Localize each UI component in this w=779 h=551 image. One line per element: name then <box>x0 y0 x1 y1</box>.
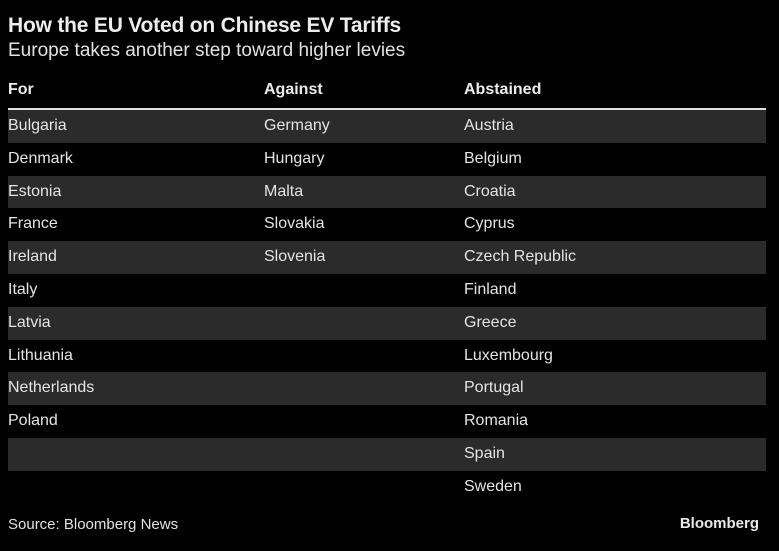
table-row: Lithuania Luxembourg <box>8 340 766 373</box>
cell-for: Denmark <box>8 149 73 167</box>
table-row: Estonia Malta Croatia <box>8 175 766 209</box>
table-row: Bulgaria Germany Austria <box>8 110 766 143</box>
cell-for: Netherlands <box>8 379 95 397</box>
cell-for: France <box>8 215 58 233</box>
cell-for: Poland <box>8 412 58 430</box>
cell-for: Italy <box>8 280 38 298</box>
cell-abstained: Austria <box>464 117 514 134</box>
cell-abstained: Cyprus <box>464 215 515 233</box>
column-header-for: For <box>8 81 34 98</box>
cell-against: Hungary <box>264 149 325 167</box>
cell-against: Slovakia <box>264 215 325 233</box>
table-row: Denmark Hungary Belgium <box>8 143 766 176</box>
cell-abstained: Spain <box>464 444 505 462</box>
cell-for: Latvia <box>8 313 51 331</box>
cell-abstained: Sweden <box>464 477 522 495</box>
chart-title: How the EU Voted on Chinese EV Tariffs <box>8 14 401 37</box>
cell-abstained: Finland <box>464 280 517 298</box>
table-body: Bulgaria Germany Austria Denmark Hungary Belg… <box>8 110 766 504</box>
cell-for: Lithuania <box>8 346 73 364</box>
cell-against: Malta <box>264 182 304 200</box>
cell-abstained: Belgium <box>464 149 522 167</box>
table-row: France Slovakia Cyprus <box>8 208 766 241</box>
cell-against: Slovenia <box>264 248 326 266</box>
bloomberg-logo: Bloomberg <box>679 515 759 532</box>
cell-for: Bulgaria <box>8 117 67 134</box>
table-row: Spain <box>8 437 766 471</box>
chart-subtitle: Europe takes another step toward higher … <box>8 40 406 61</box>
cell-for: Ireland <box>8 248 57 266</box>
cell-abstained: Greece <box>464 313 517 331</box>
cell-against: Germany <box>264 117 330 134</box>
cell-abstained: Portugal <box>464 379 524 397</box>
table-row: Ireland Slovenia Czech Republic <box>8 241 766 274</box>
cell-abstained: Czech Republic <box>464 248 577 266</box>
source-note: Source: Bloomberg News <box>8 516 179 533</box>
table-row: Latvia Greece <box>8 306 766 340</box>
cell-for: Estonia <box>8 182 62 200</box>
table-row: Italy Finland <box>8 274 766 307</box>
table-row: Sweden <box>8 471 766 504</box>
column-header-abstained: Abstained <box>464 81 542 98</box>
cell-abstained: Luxembourg <box>464 346 553 364</box>
table-row: Poland Romania <box>8 405 766 438</box>
cell-abstained: Croatia <box>464 182 516 200</box>
table-row: Netherlands Portugal <box>8 372 766 406</box>
table-header: For Against Abstained <box>8 76 766 110</box>
column-header-against: Against <box>264 81 323 98</box>
vote-table: For Against Abstained Bulgaria Germany Aus… <box>8 76 766 504</box>
cell-abstained: Romania <box>464 412 529 430</box>
